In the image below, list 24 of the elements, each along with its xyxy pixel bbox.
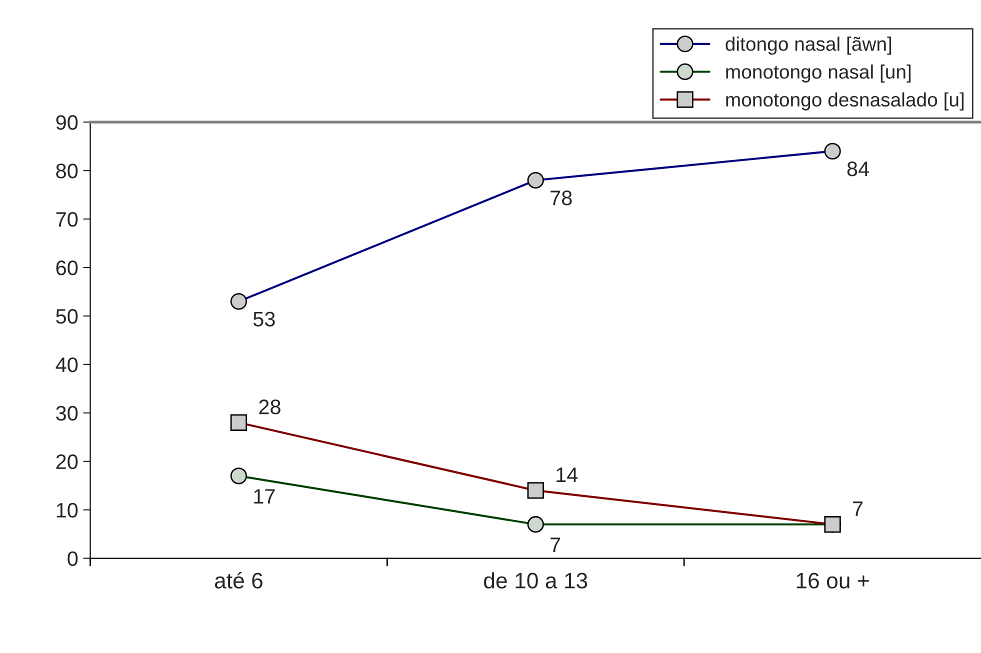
data-label: 7 bbox=[550, 538, 560, 552]
legend-label: ditongo nasal [ãwn] bbox=[726, 36, 892, 55]
y-tick-label: 90 bbox=[56, 115, 78, 130]
y-tick-label: 60 bbox=[56, 260, 78, 276]
data-label: 53 bbox=[253, 312, 275, 326]
y-tick-label: 10 bbox=[56, 502, 78, 518]
data-label: 78 bbox=[550, 190, 572, 206]
x-tick-label: de 10 a 13 bbox=[484, 572, 588, 589]
x-tick-label: 16 ou + bbox=[796, 572, 869, 589]
y-tick-label: 30 bbox=[56, 406, 78, 421]
data-label: 28 bbox=[259, 400, 280, 414]
data-label: 17 bbox=[254, 489, 275, 504]
y-tick-label: 50 bbox=[56, 308, 78, 324]
x-tick-label: até 6 bbox=[214, 572, 262, 589]
y-tick-label: 0 bbox=[68, 551, 78, 566]
y-tick-label: 20 bbox=[56, 454, 78, 470]
data-label: 84 bbox=[847, 161, 869, 176]
data-label: 7 bbox=[853, 502, 863, 516]
y-tick-label: 80 bbox=[56, 164, 78, 178]
y-tick-label: 70 bbox=[56, 212, 78, 227]
data-label: 14 bbox=[556, 468, 578, 482]
legend-label: monotongo nasal [un] bbox=[726, 64, 911, 83]
y-tick-label: 40 bbox=[56, 357, 78, 372]
legend-label: monotongo desnasalado [u] bbox=[726, 92, 964, 110]
